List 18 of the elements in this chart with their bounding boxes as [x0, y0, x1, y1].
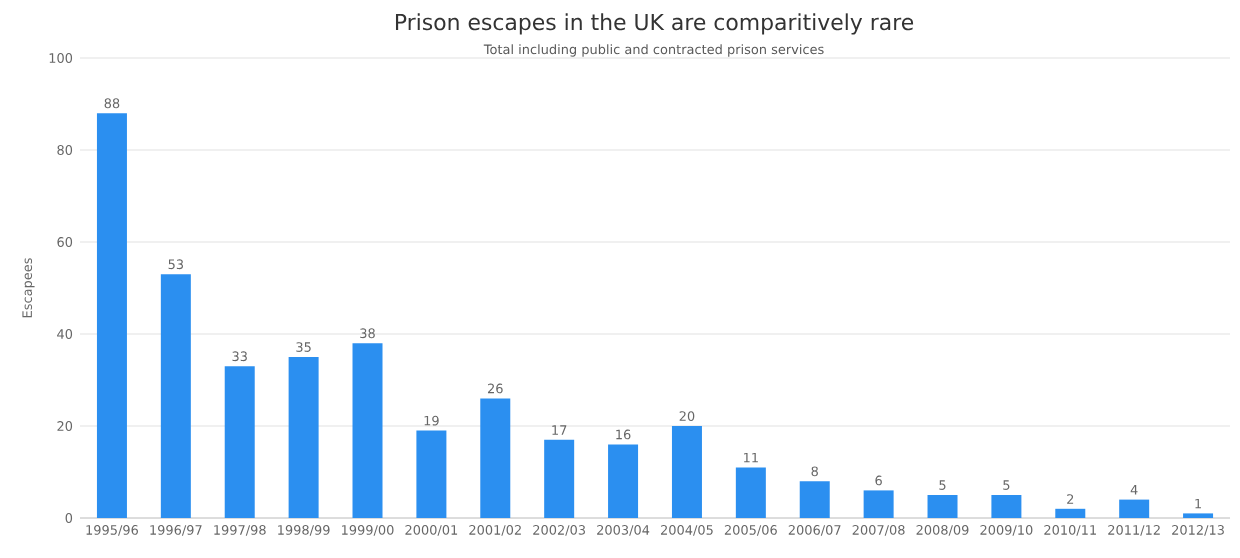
bar — [480, 398, 511, 518]
bar — [671, 426, 702, 518]
chart-title: Prison escapes in the UK are comparitively rare — [395, 13, 914, 35]
bar — [799, 481, 830, 518]
bar — [991, 495, 1022, 518]
bar — [352, 343, 383, 518]
bar — [288, 357, 319, 518]
bar — [608, 444, 639, 518]
bar — [863, 490, 894, 518]
bar — [927, 495, 958, 518]
bar — [735, 467, 766, 518]
bar — [1055, 508, 1086, 518]
bar — [544, 439, 575, 518]
bar — [416, 430, 447, 518]
bar — [224, 366, 255, 518]
bar — [160, 274, 191, 518]
bar — [96, 113, 127, 518]
bar — [1119, 499, 1150, 518]
